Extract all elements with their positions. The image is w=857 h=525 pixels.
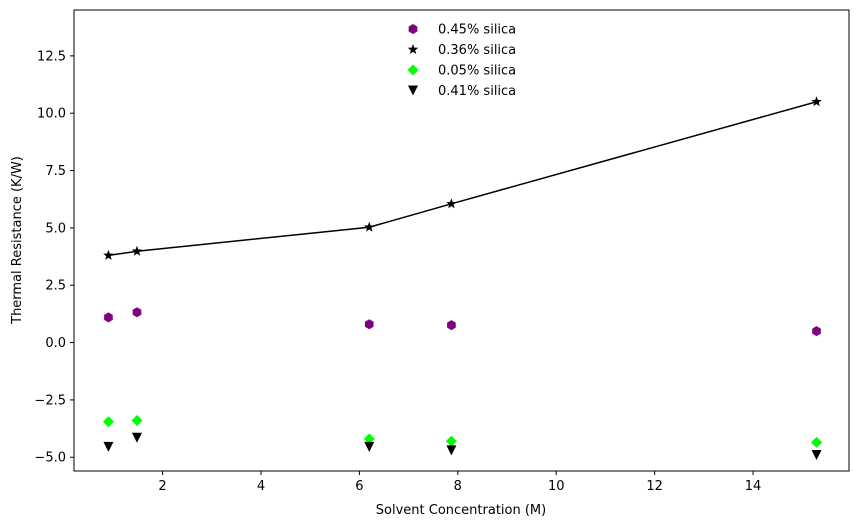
plot-area — [74, 10, 849, 471]
legend-label: 0.36% silica — [438, 43, 516, 58]
data-point — [104, 312, 113, 323]
y-tick-label: 12.5 — [37, 49, 66, 64]
data-point — [132, 307, 142, 318]
legend-marker — [407, 44, 419, 54]
legend-marker — [408, 24, 418, 34]
data-point — [811, 449, 822, 460]
x-tick-label: 12 — [646, 479, 663, 494]
x-axis-ticks: 2 4 6 8 10 12 14 — [158, 471, 761, 494]
x-tick-label: 2 — [158, 479, 166, 494]
y-tick-label: 2.5 — [45, 279, 66, 294]
x-tick-label: 4 — [257, 479, 265, 494]
series-markers — [102, 96, 823, 460]
data-point — [103, 249, 114, 260]
data-point — [811, 436, 823, 448]
data-point — [446, 445, 457, 456]
legend-label: 0.05% silica — [438, 64, 516, 79]
x-tick-label: 10 — [548, 479, 565, 494]
x-tick-label: 8 — [454, 479, 462, 494]
y-tick-label: −2.5 — [34, 393, 66, 408]
legend: 0.45% silica 0.36% silica 0.05% silica 0.41… — [407, 23, 516, 99]
data-point — [447, 320, 456, 331]
data-point — [364, 441, 375, 452]
plot-frame — [73, 9, 850, 472]
x-tick-label: 6 — [355, 479, 363, 494]
y-axis-ticks: −5.0 −2.5 0.0 2.5 5.0 7.5 10.0 12.5 — [34, 49, 74, 466]
y-tick-label: −5.0 — [34, 451, 66, 466]
data-point — [363, 433, 375, 445]
x-axis-label: Solvent Concentration (M) — [376, 503, 546, 518]
data-point — [812, 326, 821, 337]
y-axis-label: Thermal Resistance (K/W) — [10, 156, 25, 325]
data-point — [364, 221, 375, 232]
y-tick-label: 5.0 — [45, 221, 66, 236]
x-tick-label: 14 — [745, 479, 762, 494]
data-point — [445, 435, 457, 447]
data-point — [131, 415, 143, 427]
data-point — [131, 432, 142, 443]
data-point — [103, 441, 114, 452]
data-point — [102, 416, 114, 428]
y-tick-label: 0.0 — [45, 336, 66, 351]
data-point — [446, 198, 457, 209]
legend-label: 0.41% silica — [438, 84, 516, 99]
data-point — [131, 245, 143, 256]
legend-marker — [407, 64, 419, 76]
y-tick-label: 7.5 — [45, 164, 66, 179]
legend-label: 0.45% silica — [438, 23, 516, 38]
data-point — [811, 96, 822, 107]
y-tick-label: 10.0 — [37, 107, 66, 122]
legend-marker — [408, 85, 418, 96]
data-point — [364, 319, 374, 330]
